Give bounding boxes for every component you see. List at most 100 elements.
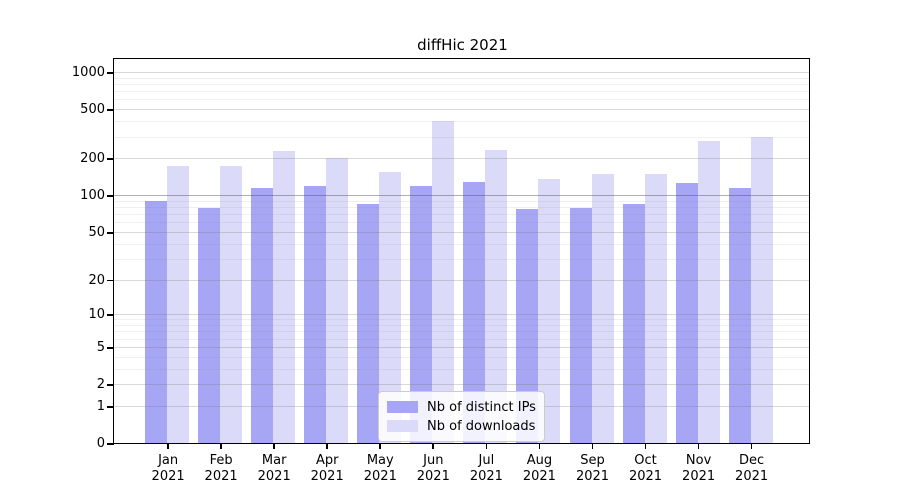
- y-tick-mark: [107, 405, 114, 408]
- y-tick-label: 2: [96, 377, 105, 392]
- minor-gridline: [114, 338, 809, 340]
- x-tick-label: Nov 2021: [682, 453, 716, 484]
- y-tick-mark: [107, 384, 114, 386]
- x-tick-label: Sep 2021: [575, 453, 610, 484]
- bar-downloads: [326, 158, 349, 443]
- y-tick-label: 20: [88, 272, 105, 288]
- minor-gridline: [114, 200, 809, 202]
- legend-swatch: [387, 420, 418, 432]
- legend-swatch: [387, 401, 418, 413]
- x-tick-label: Dec 2021: [735, 453, 769, 484]
- chart-title: diffHic 2021: [417, 36, 508, 54]
- x-tick-label: Jul 2021: [469, 453, 503, 484]
- y-tick-label: 100: [80, 188, 105, 204]
- major-gridline: [114, 72, 809, 73]
- y-tick-mark: [107, 158, 114, 161]
- major-gridline: [114, 384, 809, 385]
- minor-gridline: [114, 121, 809, 123]
- bar-downloads: [220, 165, 243, 443]
- y-tick-mark: [107, 346, 114, 349]
- x-tick-mark: [644, 444, 647, 449]
- x-tick-label: Mar 2021: [257, 453, 291, 484]
- bar-distinct-ips: [516, 209, 539, 443]
- x-tick-mark: [697, 444, 700, 449]
- legend-item: Nb of downloads: [387, 417, 536, 435]
- y-tick-label: 1: [96, 398, 105, 414]
- x-tick-label: Apr 2021: [310, 453, 344, 484]
- minor-gridline: [114, 331, 809, 333]
- y-tick-mark: [107, 314, 114, 317]
- bar-downloads: [538, 179, 561, 443]
- plot-area: [113, 58, 810, 444]
- x-tick-label: May 2021: [363, 453, 397, 484]
- minor-gridline: [114, 356, 809, 358]
- legend-item: Nb of distinct IPs: [387, 398, 536, 416]
- x-tick-mark: [538, 444, 541, 449]
- y-tick-label: 500: [80, 102, 105, 118]
- x-tick-mark: [432, 444, 435, 449]
- bar-downloads: [273, 150, 296, 443]
- major-gridline: [114, 109, 809, 111]
- x-tick-label: Oct 2021: [628, 453, 663, 484]
- x-tick-mark: [220, 444, 222, 449]
- y-tick-mark: [107, 109, 114, 112]
- grid-layer: [114, 59, 809, 443]
- y-tick-mark: [107, 195, 114, 198]
- x-tick-label: Jan 2021: [151, 453, 185, 484]
- minor-gridline: [114, 222, 809, 224]
- minor-gridline: [114, 214, 809, 216]
- minor-gridline: [114, 91, 809, 93]
- minor-gridline: [114, 319, 809, 321]
- minor-gridline: [114, 207, 809, 208]
- x-tick-label: Feb 2021: [204, 453, 238, 484]
- minor-gridline: [114, 136, 809, 138]
- y-tick-label: 1000: [71, 65, 105, 80]
- y-tick-mark: [107, 232, 114, 234]
- y-tick-label: 5: [96, 339, 105, 355]
- y-tick-label: 10: [88, 307, 105, 323]
- bar-downloads: [379, 171, 402, 443]
- y-tick-label: 50: [88, 224, 105, 240]
- x-tick-mark: [750, 444, 753, 449]
- major-gridline: [114, 314, 809, 316]
- bar-distinct-ips: [145, 200, 168, 443]
- bar-distinct-ips: [410, 185, 433, 443]
- bar-downloads: [591, 174, 614, 443]
- minor-gridline: [114, 84, 809, 85]
- minor-gridline: [114, 258, 809, 260]
- bar-downloads: [167, 165, 190, 443]
- minor-gridline: [114, 243, 809, 245]
- major-gridline: [114, 158, 809, 160]
- bar-distinct-ips: [463, 181, 486, 443]
- bar-distinct-ips: [251, 188, 274, 443]
- x-tick-label: Aug 2021: [522, 453, 556, 484]
- bar-distinct-ips: [675, 182, 698, 443]
- bar-distinct-ips: [304, 186, 327, 443]
- minor-gridline: [114, 77, 809, 79]
- x-tick-mark: [273, 444, 276, 449]
- minor-gridline: [114, 368, 809, 370]
- bar-downloads: [485, 150, 508, 443]
- major-gridline: [114, 346, 809, 348]
- bar-downloads: [697, 140, 720, 443]
- major-gridline: [114, 195, 809, 197]
- legend: Nb of distinct IPs Nb of downloads: [378, 391, 545, 442]
- major-gridline: [114, 231, 809, 233]
- bar-downloads: [644, 174, 667, 443]
- bar-distinct-ips: [622, 203, 645, 443]
- x-tick-mark: [379, 444, 382, 449]
- major-gridline: [114, 279, 809, 281]
- y-tick-mark: [107, 443, 114, 445]
- x-tick-mark: [485, 444, 488, 449]
- bar-downloads: [432, 121, 455, 443]
- bar-layer: [114, 59, 809, 443]
- bar-distinct-ips: [198, 207, 221, 443]
- y-tick-label: 200: [80, 151, 105, 167]
- y-tick-mark: [107, 72, 114, 74]
- x-tick-label: Jun 2021: [416, 453, 450, 484]
- legend-label: Nb of downloads: [427, 418, 536, 434]
- minor-gridline: [114, 99, 809, 101]
- bar-distinct-ips: [357, 203, 380, 443]
- minor-gridline: [114, 325, 809, 326]
